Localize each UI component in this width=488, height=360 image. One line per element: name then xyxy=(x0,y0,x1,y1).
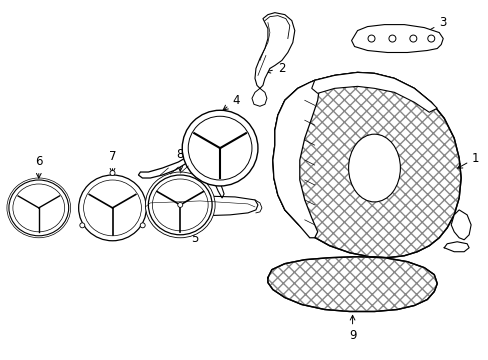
Ellipse shape xyxy=(145,172,215,238)
Text: 6: 6 xyxy=(35,155,42,178)
Circle shape xyxy=(409,35,416,42)
Ellipse shape xyxy=(83,180,141,236)
Polygon shape xyxy=(267,257,436,311)
Polygon shape xyxy=(450,210,470,240)
Ellipse shape xyxy=(152,179,208,231)
Circle shape xyxy=(388,35,395,42)
Ellipse shape xyxy=(148,175,212,235)
Polygon shape xyxy=(351,24,442,53)
Ellipse shape xyxy=(348,134,400,202)
Ellipse shape xyxy=(9,180,68,236)
Text: 9: 9 xyxy=(348,315,356,342)
Polygon shape xyxy=(272,80,319,238)
Text: 4: 4 xyxy=(223,94,239,110)
Polygon shape xyxy=(138,145,200,178)
Text: 2: 2 xyxy=(265,62,285,75)
Text: 8: 8 xyxy=(176,148,183,171)
Text: 7: 7 xyxy=(108,150,116,173)
Polygon shape xyxy=(311,72,436,112)
Circle shape xyxy=(140,223,145,228)
Circle shape xyxy=(110,171,115,176)
Ellipse shape xyxy=(13,184,64,232)
Circle shape xyxy=(178,202,183,207)
Circle shape xyxy=(188,116,251,180)
Circle shape xyxy=(182,110,258,186)
Text: 3: 3 xyxy=(422,16,446,34)
Ellipse shape xyxy=(79,175,146,241)
Circle shape xyxy=(427,35,434,42)
Circle shape xyxy=(367,35,374,42)
Polygon shape xyxy=(272,72,460,258)
Polygon shape xyxy=(140,196,258,216)
Circle shape xyxy=(80,223,84,228)
Text: 1: 1 xyxy=(457,152,479,168)
Text: 5: 5 xyxy=(191,217,199,245)
Polygon shape xyxy=(254,13,294,88)
